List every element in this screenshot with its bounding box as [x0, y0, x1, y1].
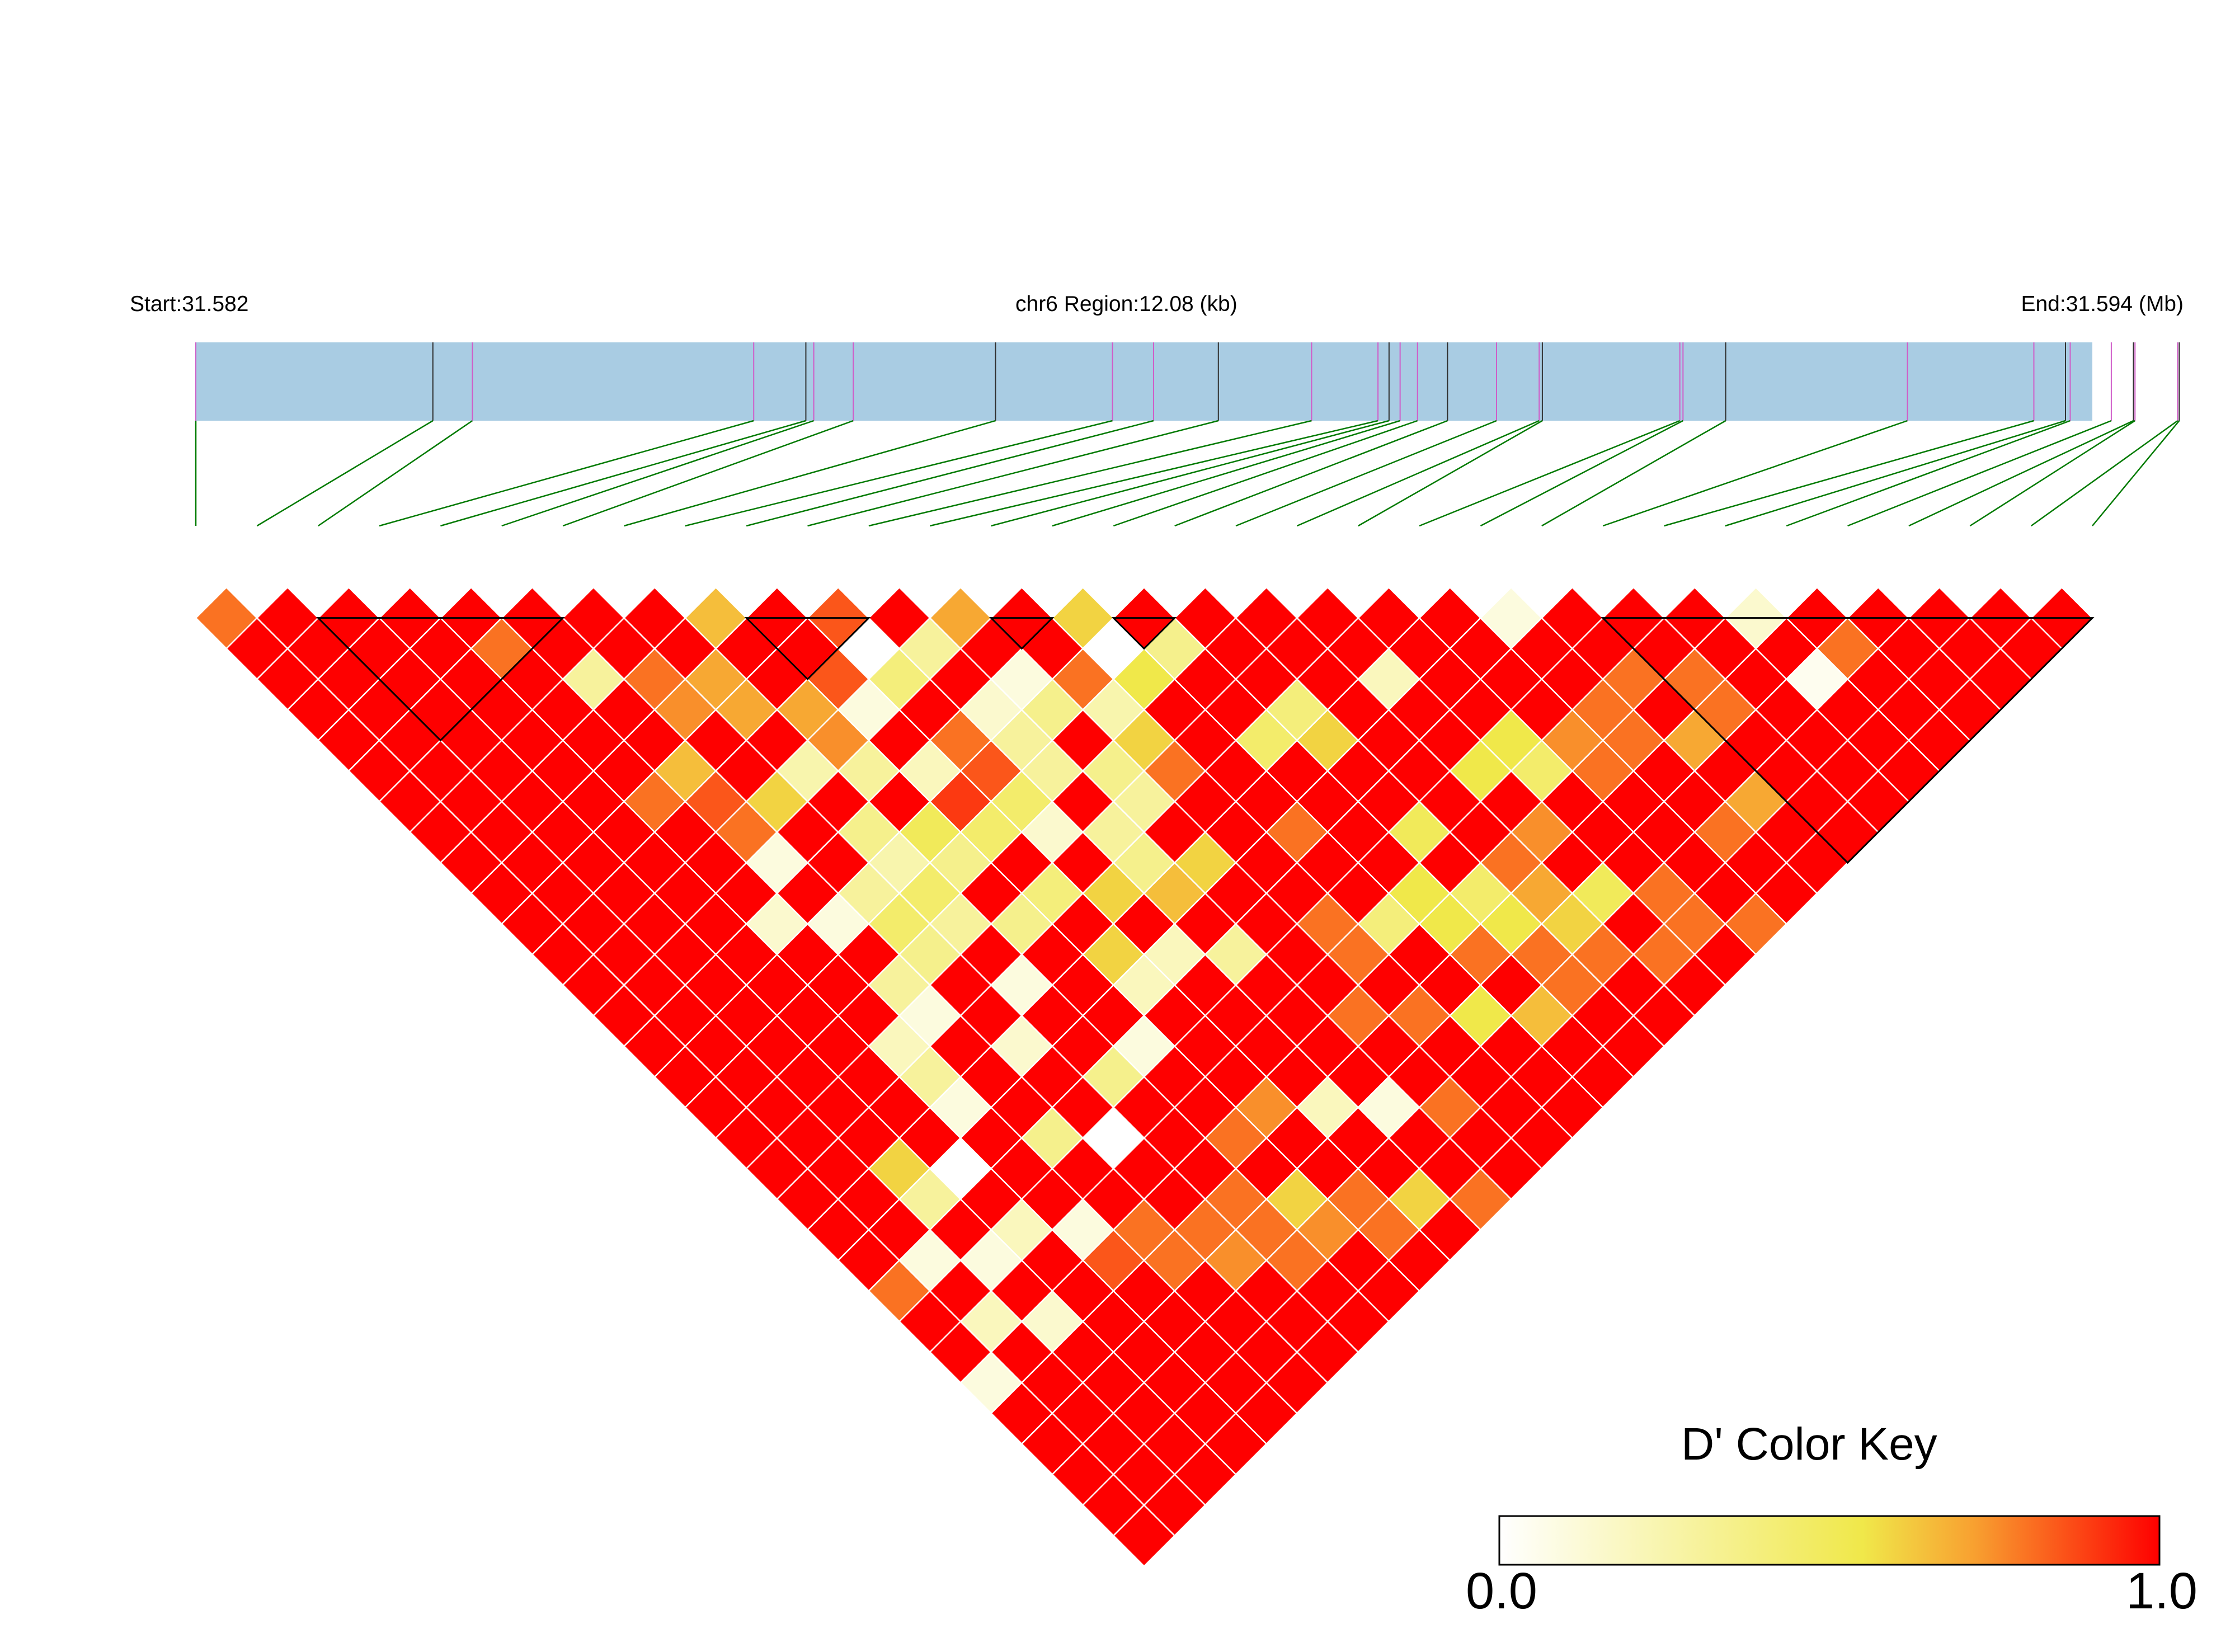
snp-connector	[2092, 420, 2180, 526]
ld-matrix-cells	[195, 586, 2093, 1568]
snp-connector	[1969, 420, 2135, 527]
snp-connector	[685, 420, 1113, 527]
ld-block-outline	[989, 617, 1055, 650]
snp-connector	[1296, 420, 1540, 527]
snp-connector	[1174, 420, 1448, 527]
snp-connector	[2030, 420, 2178, 527]
snp-connector	[1419, 420, 1681, 527]
snp-connector	[624, 420, 996, 527]
color-key-title: D' Color Key	[1681, 1419, 1937, 1470]
snp-position-ticks	[195, 342, 2180, 421]
ld-block-outline	[316, 617, 565, 742]
snp-connector	[1235, 420, 1497, 527]
snp-connector	[318, 420, 473, 527]
gene-region-bar	[196, 342, 2092, 421]
snp-connector-lines	[195, 420, 2180, 527]
ld-block-outline	[744, 617, 871, 681]
snp-connector	[1480, 420, 1683, 527]
snp-connector	[1602, 420, 1908, 527]
snp-connector	[1664, 420, 2034, 527]
region-end-label: End:31.594 (Mb)	[2021, 292, 2184, 316]
region-length-label: chr6 Region:12.08 (kb)	[1015, 292, 1238, 316]
color-key-gradient	[1498, 1515, 2161, 1566]
ld-block-outlines	[316, 617, 2095, 864]
snp-connector	[1358, 420, 1543, 527]
region-start-label: Start:31.582	[130, 292, 249, 316]
snp-connector	[1847, 420, 2112, 527]
snp-connector	[929, 420, 1378, 527]
snp-connector	[256, 420, 434, 527]
color-key-max-label: 1.0	[2126, 1562, 2198, 1620]
snp-connector	[868, 420, 1312, 527]
snp-connector	[562, 420, 854, 527]
snp-connector	[501, 420, 814, 527]
snp-connector	[1052, 420, 1401, 527]
snp-connector	[440, 420, 806, 527]
snp-connector	[746, 420, 1154, 527]
snp-connector	[1113, 420, 1418, 527]
snp-connector	[1541, 420, 1726, 527]
snp-connector	[1786, 420, 2071, 527]
ld-block-outline	[1111, 617, 1177, 650]
snp-connector	[991, 420, 1390, 527]
ld-block-outline	[1601, 617, 2095, 864]
snp-connector	[1908, 420, 2134, 527]
color-key-min-label: 0.0	[1466, 1562, 1537, 1620]
snp-connector	[1725, 420, 2066, 527]
snp-connector	[807, 420, 1219, 527]
snp-connector	[379, 420, 754, 527]
